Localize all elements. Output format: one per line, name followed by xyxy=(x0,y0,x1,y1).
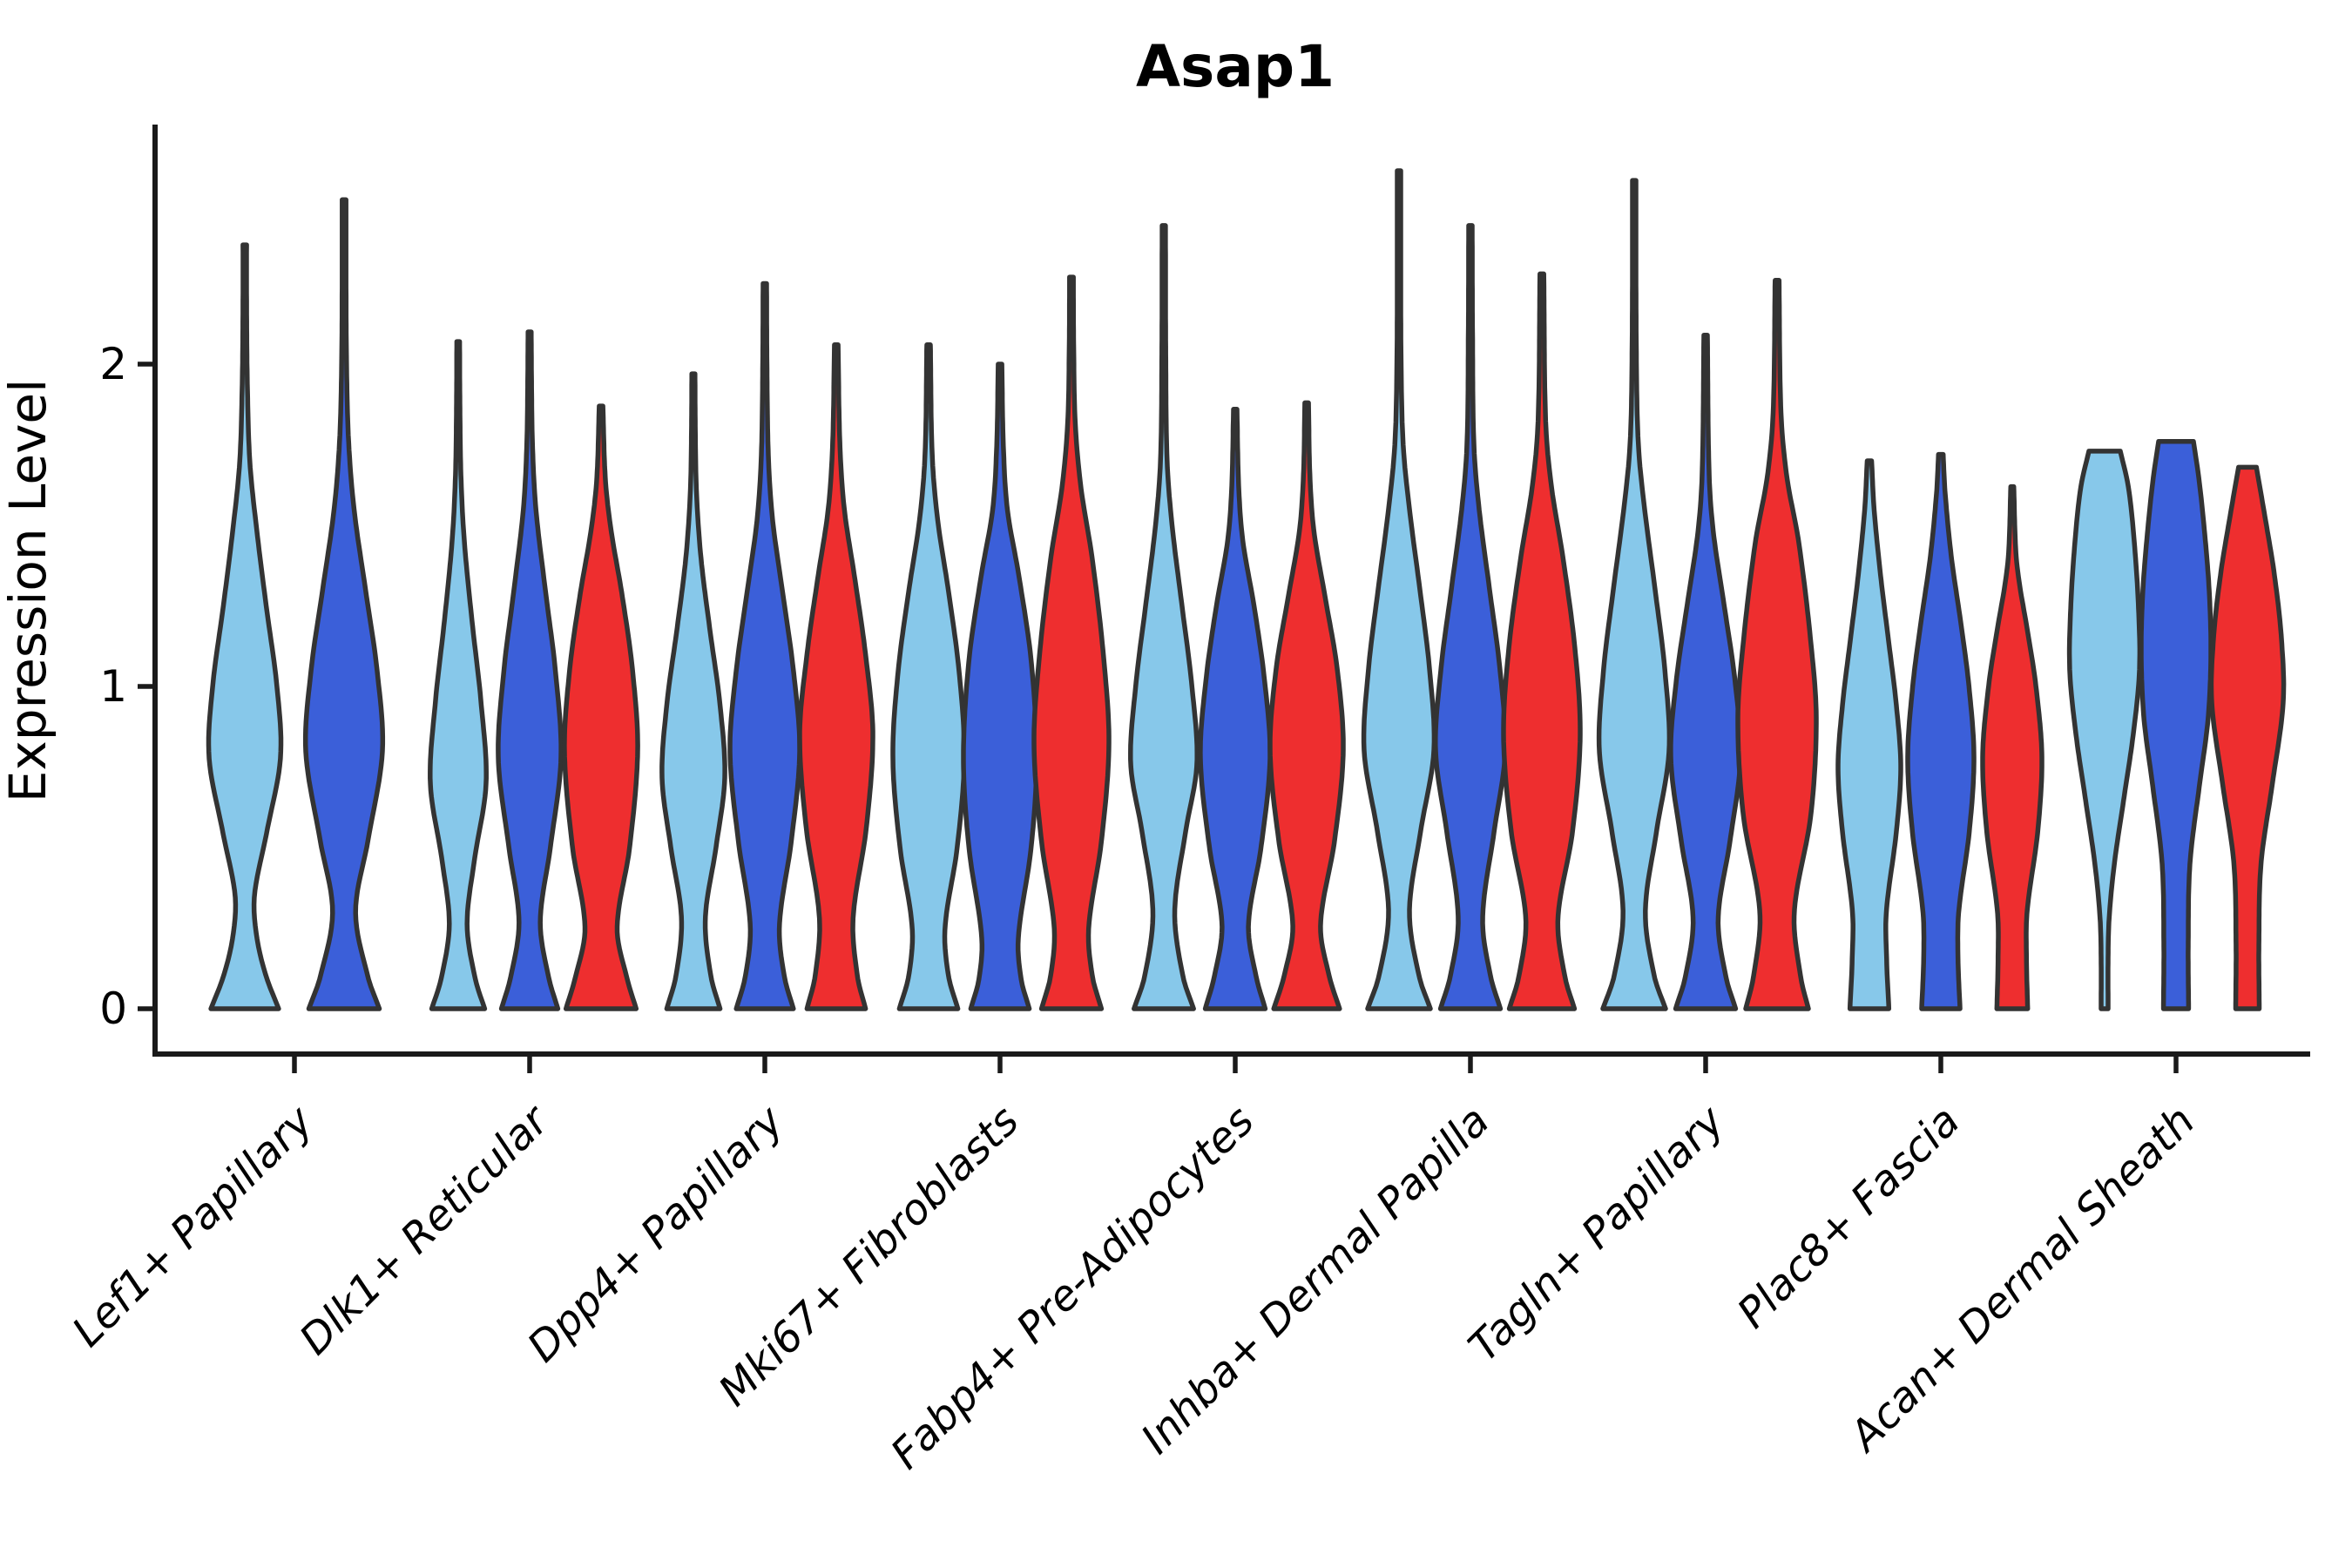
violin-3-dark_blue xyxy=(727,280,802,1011)
axes-layer xyxy=(152,125,2310,1057)
violin-3-light_blue xyxy=(659,371,727,1011)
violin-8-light_blue xyxy=(1835,458,1903,1011)
tick-labels-layer: 2 1 0 xyxy=(99,339,127,1034)
violin-5-dark_blue xyxy=(1198,407,1273,1011)
violin-9-red xyxy=(2208,464,2287,1011)
violin-9-light_blue xyxy=(2066,449,2143,1011)
violin-8-dark_blue xyxy=(1905,451,1977,1011)
violin-1-light_blue xyxy=(206,242,284,1011)
violin-3-red xyxy=(797,342,875,1011)
violin-5-red xyxy=(1267,400,1346,1011)
violin-2-light_blue xyxy=(428,339,489,1011)
y-tick-label-2: 2 xyxy=(99,339,127,389)
y-tick-label-0: 0 xyxy=(99,983,127,1034)
violin-4-light_blue xyxy=(890,342,967,1011)
violin-2-red xyxy=(562,403,640,1011)
x-category-label-3: Dpp4+ Papillary xyxy=(518,1096,794,1371)
x-category-label-1: Lef1+ Papillary xyxy=(63,1096,323,1356)
violin-7-red xyxy=(1735,278,1819,1011)
violin-6-red xyxy=(1501,271,1583,1011)
y-axis-label: Expression Level xyxy=(0,379,57,802)
x-category-label-7: Tagln+ Papillary xyxy=(1459,1096,1734,1371)
violin-7-dark_blue xyxy=(1668,332,1743,1011)
violin-4-dark_blue xyxy=(961,362,1039,1011)
violin-7-light_blue xyxy=(1596,178,1673,1011)
ticks-layer xyxy=(138,362,2179,1073)
violin-5-light_blue xyxy=(1128,223,1200,1011)
violin-9-dark_blue xyxy=(2139,439,2213,1011)
x-category-label-2: Dlk1+ Reticular xyxy=(290,1095,560,1365)
violin-4-red xyxy=(1031,274,1112,1011)
x-category-label-8: Plac8+ Fascia xyxy=(1728,1097,1970,1338)
violin-2-dark_blue xyxy=(496,329,564,1011)
violin-8-red xyxy=(1980,483,2044,1011)
violin-6-light_blue xyxy=(1361,168,1437,1011)
plot-title: Asap1 xyxy=(1136,33,1335,100)
violins-layer xyxy=(206,168,2287,1011)
y-tick-label-1: 1 xyxy=(99,661,127,712)
violin-1-dark_blue xyxy=(302,197,386,1011)
violin-6-dark_blue xyxy=(1433,223,1508,1011)
